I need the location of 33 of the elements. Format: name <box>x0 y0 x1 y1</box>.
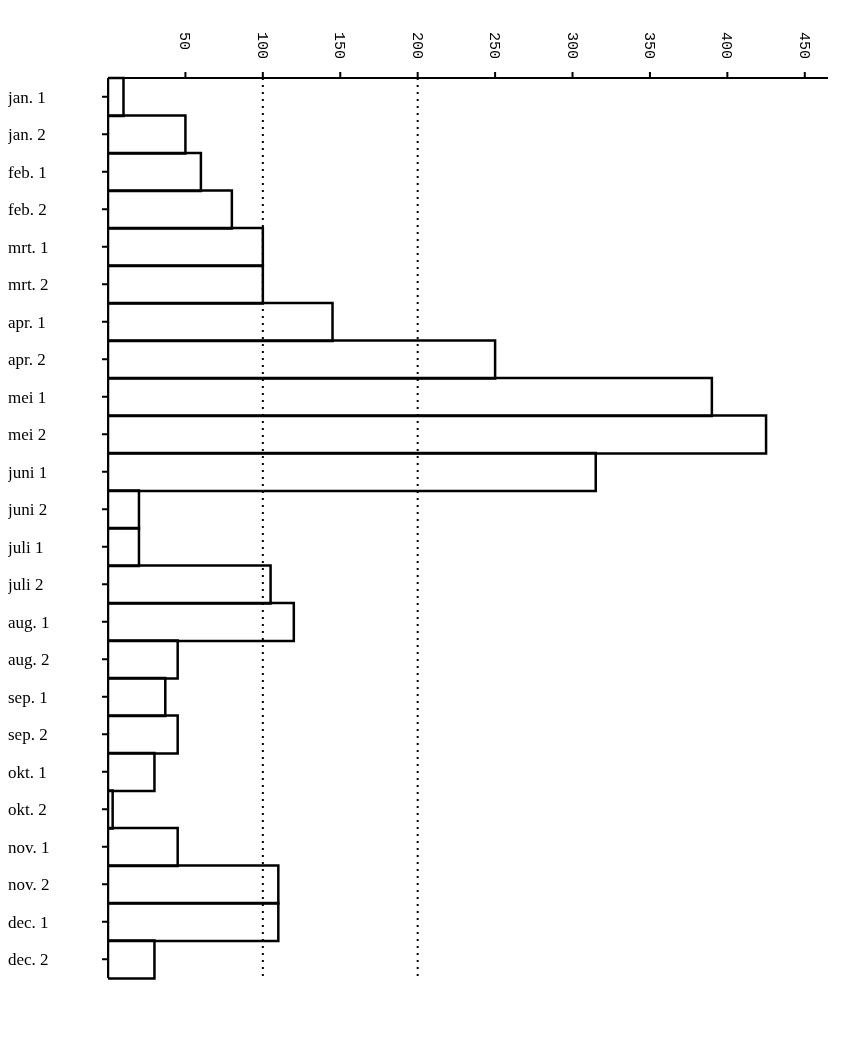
y-tick-label: okt. 2 <box>8 800 47 820</box>
y-tick-label: juni 2 <box>7 500 48 520</box>
y-tick-label: mrt. 1 <box>8 237 49 257</box>
x-tick-label: 100 <box>252 32 270 60</box>
x-tick-label: 150 <box>330 32 348 60</box>
x-tick-label: 350 <box>639 32 657 60</box>
y-tick-label: nov. 2 <box>8 875 50 895</box>
x-tick-label: 400 <box>717 32 735 60</box>
y-tick-label: sep. 2 <box>8 725 48 745</box>
y-tick-label: mei 1 <box>8 387 47 407</box>
y-tick-label: juni 1 <box>7 462 48 482</box>
y-tick-label: dec. 1 <box>8 912 49 932</box>
y-tick-label: okt. 1 <box>8 762 47 782</box>
y-tick-label: sep. 1 <box>8 687 48 707</box>
y-tick-label: juli 2 <box>7 575 44 595</box>
y-tick-label: aug. 2 <box>8 650 50 670</box>
y-tick-label: nov. 1 <box>8 837 50 857</box>
y-tick-label: mei 2 <box>8 425 47 445</box>
x-tick-label: 200 <box>407 32 425 60</box>
y-tick-label: juli 1 <box>7 537 44 557</box>
x-tick-label: 50 <box>175 32 193 51</box>
y-tick-label: jan. 2 <box>7 125 46 145</box>
y-tick-label: aug. 1 <box>8 612 50 632</box>
x-tick-label: 250 <box>485 32 503 60</box>
x-tick-label: 450 <box>794 32 812 60</box>
y-tick-label: dec. 2 <box>8 950 49 970</box>
y-tick-label: apr. 1 <box>8 312 46 332</box>
y-tick-label: feb. 1 <box>8 162 47 182</box>
x-tick-label: 300 <box>562 32 580 60</box>
y-tick-label: feb. 2 <box>8 200 47 220</box>
y-tick-label: mrt. 2 <box>8 275 49 295</box>
y-tick-label: jan. 1 <box>7 87 46 107</box>
y-tick-label: apr. 2 <box>8 350 46 370</box>
